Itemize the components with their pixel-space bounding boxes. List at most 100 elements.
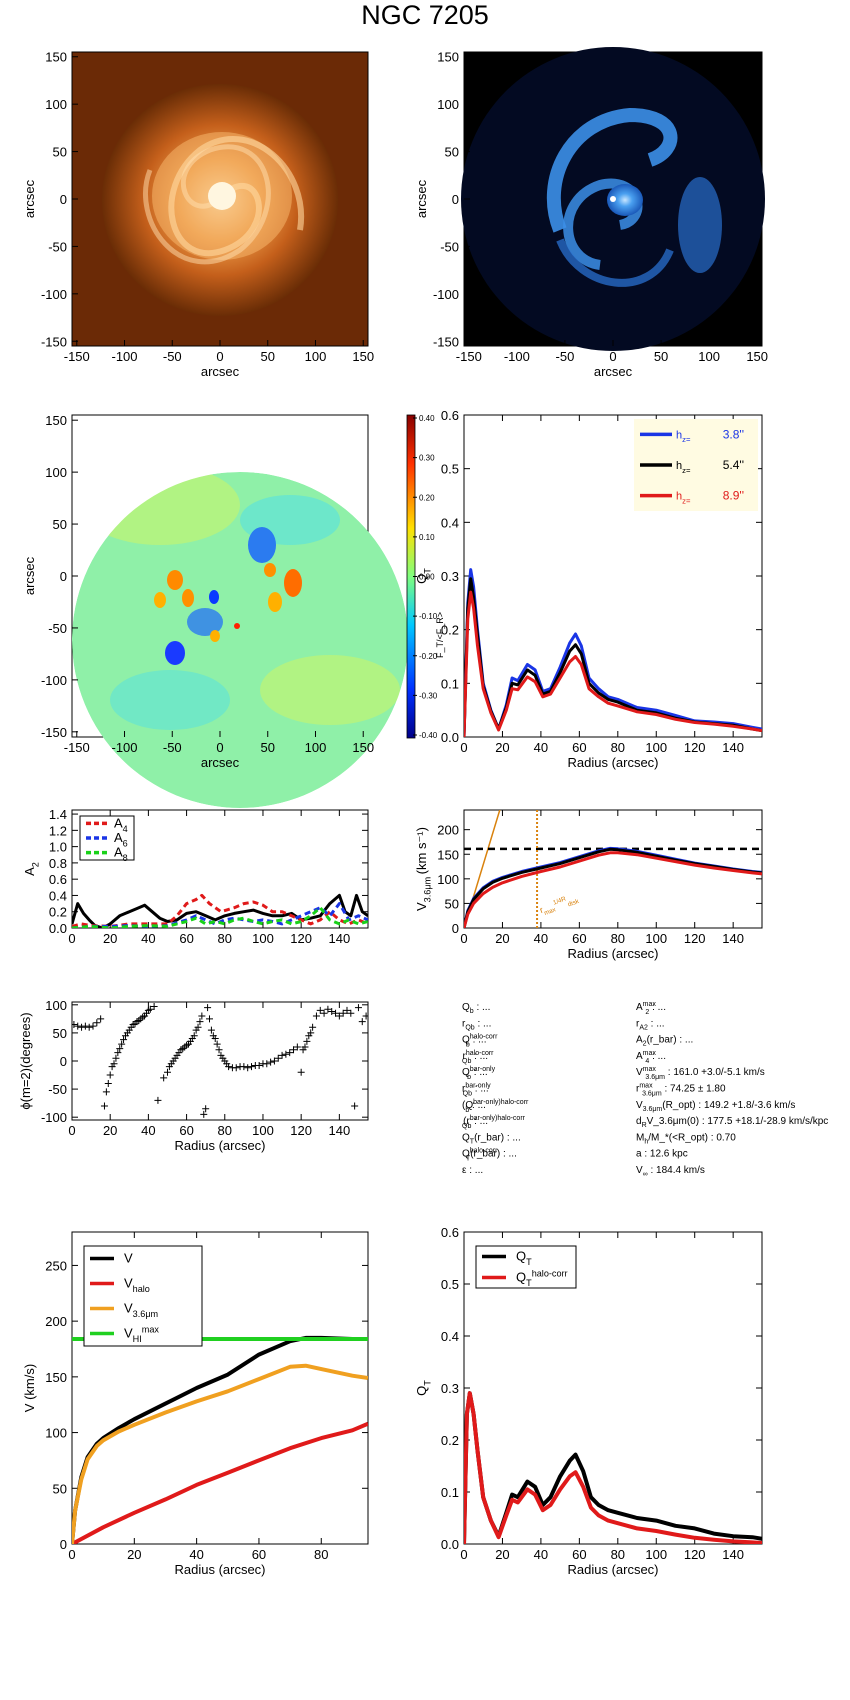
x-axis-label: Radius (arcsec) [567,946,658,961]
y-tick-label: 0.6 [441,408,459,423]
chart-fourier-amplitudes: 0 20 40 60 80 100 120 140 0.00.2 0.40.60.81.0 1.21… [22,807,369,946]
scatter-point [163,1068,171,1076]
x-tick-label: 120 [684,1547,706,1562]
colorbar-tick-label: -0.10 [419,612,438,621]
image-axes-stellar: -150-150 -100 -100 -50 -50 0 0 50 50 100 100 150 150… [22,50,374,379]
x-tick-label: 40 [534,740,548,755]
colorbar-tick-label: 0.20 [419,493,435,502]
y-tick-label: 0 [60,1054,67,1069]
scatter-point [104,1079,112,1087]
y-tick-label: 50 [53,1026,67,1041]
info-panel: Qb : ... rQb : ... Qhalo-corr b : ...rhalo-… [462,1001,828,1178]
y-tick-label: 0.4 [441,515,459,530]
y-tick-label: -50 [48,239,67,254]
y-tick-label: 150 [45,1370,67,1385]
info-row: (Qbar-only)halo-corr b : ... [462,1099,529,1114]
scatter-point [278,1051,286,1059]
scatter-point [362,1012,368,1020]
series-line [464,851,762,928]
x-tick-label: 100 [645,931,667,946]
y-tick-label: 0.1 [441,1485,459,1500]
scatter-point [351,1102,359,1110]
x-axis-label: arcsec [594,364,633,379]
scatter-point [215,1046,223,1054]
residual-image [461,47,765,351]
y-tick-label: 0 [60,192,67,207]
y-tick-label: -150 [41,334,67,349]
x-tick-label: 20 [103,1123,117,1138]
info-row: dRV_3.6μm(0) : 177.5 +18.1/-28.9 km/s/kp… [636,1116,828,1129]
y-tick-label: 200 [437,823,459,838]
y-tick-label: 1.4 [49,807,67,822]
scatter-point [255,1062,263,1069]
scatter-point [282,1050,290,1058]
plot-area [464,568,762,737]
x-tick-label: 20 [495,740,509,755]
scatter-point [244,1064,252,1072]
scatter-point [316,1006,324,1014]
scatter-point [286,1049,294,1057]
scatter-point [358,1018,366,1026]
series-line [464,1391,762,1544]
scatter-point [118,1040,126,1048]
scatter-point [312,1012,320,1020]
colorbar-tick-label: -0.40 [419,731,438,740]
scatter-point [290,1046,298,1054]
x-tick-label: 0 [68,1123,75,1138]
scatter-point [150,1003,158,1010]
legend-box [475,1245,577,1289]
scatter-point [146,1005,154,1013]
x-tick-label: 100 [305,349,327,364]
plot-area [464,1391,762,1544]
legend-value: 5.4'' [723,458,744,472]
x-tick-label: 60 [572,740,586,755]
info-row: rmax 3.6μm : 74.25 ± 1.80 [636,1083,726,1098]
y-tick-label: 50 [445,145,459,160]
x-tick-label: 50 [654,349,668,364]
colorbar-axis: 0.40 0.30 0.20 0.10 0.00 -0.10 -0.20 -0.30 -0.40… [413,414,445,740]
y-tick-label: -50 [440,239,459,254]
scatter-point [207,1026,215,1034]
scatter-point [309,1023,317,1031]
y-axis-label: V3.6μm (km s⁻¹) [414,827,433,911]
legend-label: A4 [114,815,128,834]
series-line [72,893,368,928]
y-axis-label: arcsec [22,556,37,595]
scatter-point [154,1096,162,1104]
info-row: rbar-only Qb : ... [462,1083,491,1098]
y-axis-label: QT [414,1380,433,1396]
x-tick-label: 100 [698,349,720,364]
colorbar-tick-label: 0.00 [419,573,435,582]
legend-label: V3.6μm [124,1301,158,1320]
y-tick-label: 1.2 [49,823,67,838]
y-tick-label: 0.6 [441,1225,459,1240]
rmax-label: rmax1/4Rdisk [538,891,581,918]
scatter-point [205,1015,213,1023]
y-tick-label: 50 [53,517,67,532]
scatter-point [112,1054,120,1062]
info-row: Qhalo-corr T(r_bar) : ... [462,1148,517,1163]
x-tick-label: 80 [218,931,232,946]
info-row: rQb : ... [462,1018,491,1031]
x-tick-label: 100 [305,740,327,755]
colorbar-tick-label: -0.20 [419,652,438,661]
scatter-point [196,1018,204,1026]
scatter-point [301,1043,309,1051]
y-axis-label: arcsec [414,179,429,218]
info-row: QT(r_bar) : ... [462,1132,521,1145]
y-tick-label: 100 [437,872,459,887]
legend-label: Vhalo [124,1276,150,1295]
x-tick-label: -50 [556,349,575,364]
scatter-point [160,1074,168,1082]
y-axis-label: QT [414,568,433,584]
scatter-point [106,1071,114,1079]
x-axis-label: arcsec [201,755,240,770]
x-tick-label: 0 [216,740,223,755]
scatter-point [81,1022,89,1030]
plot-frame [71,1001,369,1121]
info-row: Qhalo-corr b : ... [462,1034,498,1049]
y-tick-label: -100 [41,287,67,302]
scatter-point [202,1105,210,1113]
image-panel-residual [461,47,765,351]
image-panel-stellar [71,51,369,347]
